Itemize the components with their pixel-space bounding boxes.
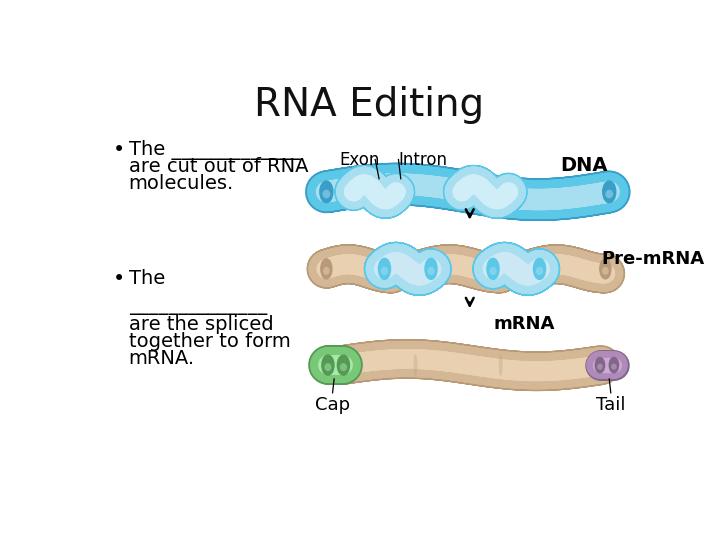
Text: are cut out of RNA: are cut out of RNA	[129, 157, 308, 176]
Text: together to form: together to form	[129, 332, 290, 351]
Text: Exon: Exon	[340, 151, 380, 169]
Ellipse shape	[602, 267, 608, 275]
Ellipse shape	[323, 190, 330, 198]
Ellipse shape	[498, 267, 504, 275]
Ellipse shape	[595, 357, 605, 373]
Ellipse shape	[428, 267, 435, 275]
Ellipse shape	[413, 354, 418, 376]
Text: •: •	[113, 269, 125, 289]
Text: Intron: Intron	[399, 151, 448, 169]
Ellipse shape	[381, 267, 388, 275]
Ellipse shape	[379, 258, 390, 279]
Ellipse shape	[321, 259, 332, 279]
Ellipse shape	[600, 259, 611, 279]
Ellipse shape	[495, 259, 506, 279]
Text: The _____________: The _____________	[129, 140, 300, 160]
Text: Cap: Cap	[315, 396, 350, 414]
Text: ______________: ______________	[129, 296, 267, 315]
Ellipse shape	[320, 181, 333, 202]
Text: DNA: DNA	[561, 156, 608, 174]
Ellipse shape	[609, 357, 618, 373]
Text: Tail: Tail	[596, 396, 626, 414]
Ellipse shape	[324, 363, 331, 371]
Text: Pre-mRNA: Pre-mRNA	[601, 249, 705, 268]
Text: are the spliced: are the spliced	[129, 315, 274, 334]
Ellipse shape	[536, 267, 543, 275]
Ellipse shape	[606, 190, 613, 198]
Ellipse shape	[490, 267, 497, 275]
Text: RNA Editing: RNA Editing	[254, 86, 484, 124]
Ellipse shape	[595, 355, 608, 375]
Ellipse shape	[420, 267, 426, 275]
Ellipse shape	[598, 363, 605, 371]
Ellipse shape	[425, 258, 437, 279]
Ellipse shape	[323, 267, 330, 275]
Ellipse shape	[526, 259, 537, 279]
Ellipse shape	[336, 355, 348, 375]
Ellipse shape	[340, 363, 347, 371]
Ellipse shape	[603, 181, 616, 202]
Ellipse shape	[611, 363, 617, 370]
Ellipse shape	[389, 267, 395, 275]
Text: molecules.: molecules.	[129, 174, 234, 193]
Ellipse shape	[338, 355, 349, 375]
Ellipse shape	[528, 267, 535, 275]
Text: mRNA.: mRNA.	[129, 349, 195, 368]
Text: mRNA: mRNA	[493, 315, 554, 333]
Text: •: •	[113, 140, 125, 160]
Ellipse shape	[487, 258, 499, 279]
Ellipse shape	[597, 363, 603, 370]
Text: The: The	[129, 269, 165, 288]
Ellipse shape	[387, 259, 397, 279]
Ellipse shape	[418, 259, 429, 279]
Ellipse shape	[338, 363, 346, 371]
Ellipse shape	[322, 355, 334, 375]
Ellipse shape	[499, 354, 503, 376]
Ellipse shape	[534, 258, 546, 279]
